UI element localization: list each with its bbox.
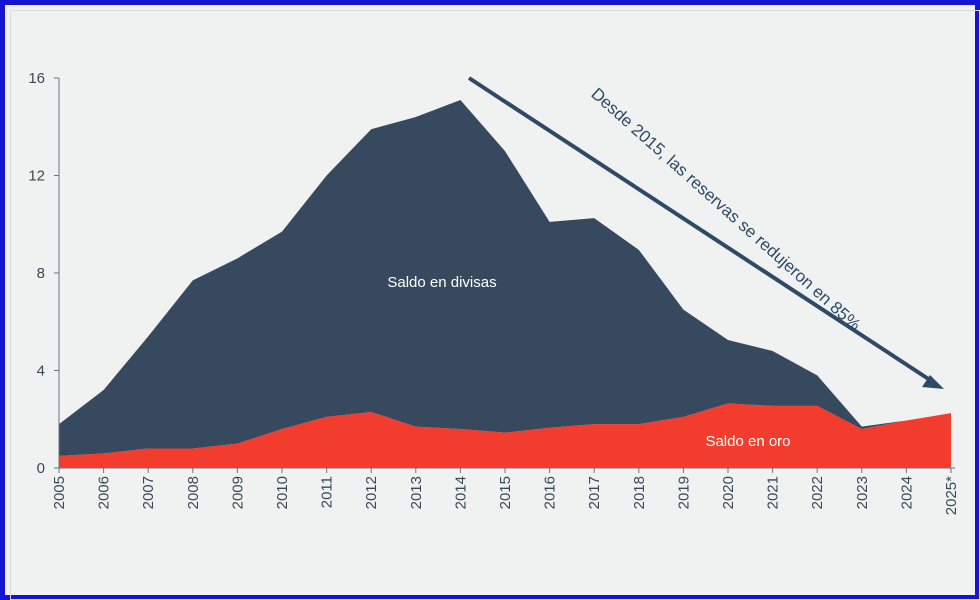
trend-arrow-line [467,76,932,382]
x-tick-label: 2024 [898,476,915,509]
y-tick-label: 8 [37,265,45,282]
x-tick-label: 2008 [185,476,202,509]
area-saldo-en-oro [59,403,951,468]
x-tick-label: 2023 [854,476,871,509]
x-tick-label: 2006 [96,476,113,509]
y-tick-label: 12 [28,168,45,185]
x-tick-label: 2020 [720,476,737,509]
x-tick-label: 2009 [229,476,246,509]
x-tick-label: 2016 [542,476,559,509]
trend-arrow-head [922,375,944,389]
x-tick-label: 2018 [631,476,648,509]
x-tick-label: 2021 [765,476,782,509]
x-tick-label: 2014 [452,476,469,509]
x-tick-label: 2012 [363,476,380,509]
x-tick-label: 2007 [140,476,157,509]
area-saldo-en-divisas [59,99,951,456]
y-tick-label: 0 [37,460,45,477]
x-tick-label: 2010 [274,476,291,509]
x-tick-label: 2015 [497,476,514,509]
series-label-oro: Saldo en oro [705,433,790,450]
x-tick-label: 2022 [809,476,826,509]
x-tick-label: 2019 [675,476,692,509]
x-tick-label: 2017 [586,476,603,509]
y-tick-label: 16 [28,70,45,87]
x-tick-label: 2025* [943,476,960,515]
x-tick-label: 2013 [408,476,425,509]
series-label-divisas: Saldo en divisas [387,274,496,291]
x-tick-label: 2011 [319,476,336,508]
x-tick-label: 2005 [51,476,68,509]
y-tick-label: 4 [37,363,45,380]
